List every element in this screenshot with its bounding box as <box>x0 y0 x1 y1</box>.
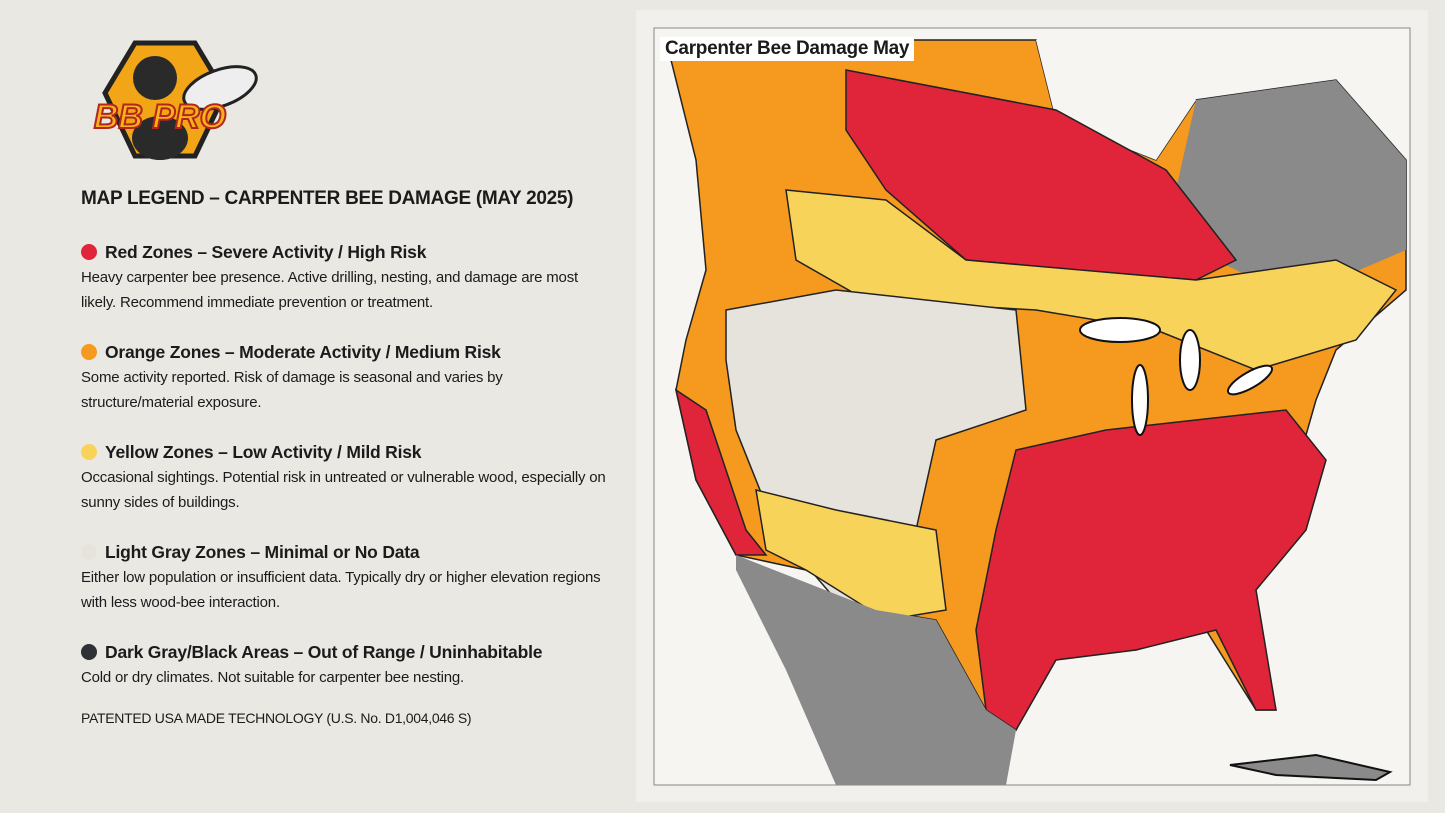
legend-heading: Orange Zones – Moderate Activity / Mediu… <box>81 340 611 364</box>
legend-description: Some activity reported. Risk of damage i… <box>81 369 503 411</box>
map-zone <box>975 409 1327 732</box>
legend-item: Orange Zones – Moderate Activity / Mediu… <box>81 340 611 415</box>
legend-label: Light Gray Zones – Minimal or No Data <box>105 541 420 562</box>
legend-swatch <box>81 344 97 360</box>
logo-text: BB PRO <box>94 98 226 136</box>
legend-swatch <box>81 644 97 660</box>
map-zone <box>674 388 768 556</box>
legend-swatch <box>81 444 97 460</box>
legend-swatch <box>81 244 97 260</box>
legend-item: Yellow Zones – Low Activity / Mild Risk O… <box>81 440 611 515</box>
legend-item: Light Gray Zones – Minimal or No Data Eit… <box>81 540 611 615</box>
legend-description: Cold or dry climates. Not suitable for c… <box>81 669 464 686</box>
legend-description: Either low population or insufficient da… <box>81 569 601 611</box>
legend-title: MAP LEGEND – CARPENTER BEE DAMAGE (MAY 2… <box>81 188 574 209</box>
legend-heading: Yellow Zones – Low Activity / Mild Risk <box>81 440 611 464</box>
map-zone <box>755 488 947 621</box>
legend-swatch <box>81 544 97 560</box>
legend-label: Orange Zones – Moderate Activity / Mediu… <box>105 341 501 362</box>
legend-description: Occasional sightings. Potential risk in … <box>81 469 606 511</box>
legend-item: Red Zones – Severe Activity / High Risk H… <box>81 240 611 315</box>
map <box>636 10 1428 802</box>
logo: BB PRO <box>93 40 258 160</box>
legend-heading: Light Gray Zones – Minimal or No Data <box>81 540 611 564</box>
footer: PATENTED USA MADE TECHNOLOGY (U.S. No. D… <box>81 710 472 726</box>
legend-item: Dark Gray/Black Areas – Out of Range / U… <box>81 640 611 690</box>
legend-label: Red Zones – Severe Activity / High Risk <box>105 241 427 262</box>
legend-heading: Dark Gray/Black Areas – Out of Range / U… <box>81 640 611 664</box>
legend-description: Heavy carpenter bee presence. Active dri… <box>81 269 578 311</box>
legend-heading: Red Zones – Severe Activity / High Risk <box>81 240 611 264</box>
legend-label: Dark Gray/Black Areas – Out of Range / U… <box>105 641 543 662</box>
map-title: Carpenter Bee Damage May <box>660 37 915 61</box>
legend-label: Yellow Zones – Low Activity / Mild Risk <box>105 441 422 462</box>
